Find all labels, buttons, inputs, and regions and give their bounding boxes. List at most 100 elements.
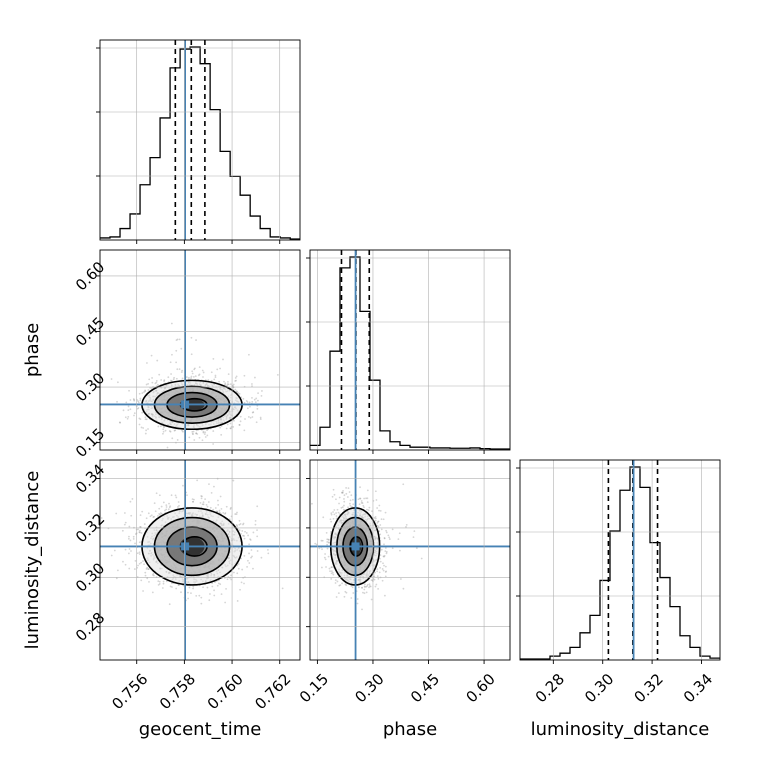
scatter-point (182, 430, 184, 433)
scatter-point (206, 434, 209, 437)
y-tick-label: 0.32 (72, 510, 108, 546)
scatter-point (159, 514, 161, 516)
scatter-point (343, 494, 346, 497)
scatter-point (144, 418, 147, 421)
scatter-point (338, 496, 341, 499)
scatter-point (186, 494, 188, 497)
scatter-point (220, 507, 223, 510)
scatter-point (256, 505, 259, 508)
scatter-point (343, 498, 345, 500)
scatter-point (380, 528, 383, 531)
scatter-point (219, 367, 221, 370)
scatter-point (238, 392, 241, 395)
scatter-point (160, 513, 163, 515)
x-tick-label: 0.30 (581, 670, 617, 706)
panel-geocent_time-phase (90, 250, 300, 450)
scatter-point (324, 553, 327, 555)
scatter-point (343, 500, 346, 503)
hist-frame-phase (309, 249, 511, 451)
scatter-point (192, 433, 194, 436)
scatter-point (330, 570, 333, 573)
scatter-point (361, 608, 363, 611)
scatter-point (239, 415, 242, 418)
scatter-point (255, 397, 258, 400)
scatter-point (159, 425, 162, 428)
scatter-point (385, 529, 387, 532)
scatter-point (402, 587, 405, 590)
scatter-point (207, 501, 210, 503)
scatter-point (243, 537, 246, 540)
scatter-point (257, 399, 259, 402)
scatter-point (366, 585, 368, 587)
scatter-point (368, 583, 371, 586)
scatter-point (251, 416, 254, 418)
scatter-point (246, 565, 248, 568)
scatter-point (225, 505, 228, 508)
scatter-point (143, 391, 145, 393)
scatter-point (156, 515, 159, 517)
scatter-point (218, 509, 221, 512)
scatter-point (138, 553, 141, 555)
scatter-point (250, 549, 253, 551)
scatter-point (251, 411, 254, 414)
scatter-point (175, 361, 178, 364)
scatter-point (129, 408, 132, 411)
panel-geocent_time-luminosity_distance (100, 460, 300, 660)
scatter-point (137, 528, 139, 531)
scatter-point (334, 579, 337, 582)
scatter-point (230, 574, 232, 577)
scatter-point (361, 586, 363, 589)
scatter-point (124, 548, 127, 551)
scatter-point (219, 583, 222, 586)
scatter-point (115, 577, 118, 580)
scatter-point (330, 578, 333, 580)
scatter-point (201, 495, 203, 498)
scatter-point (167, 376, 170, 379)
scatter-point (151, 591, 154, 594)
scatter-point (216, 510, 218, 513)
scatter-point (164, 509, 166, 512)
scatter-point (384, 571, 387, 573)
scatter-point (377, 577, 380, 580)
scatter-point (374, 519, 377, 522)
scatter-point (345, 492, 348, 495)
scatter-point (143, 523, 146, 525)
scatter-point (192, 500, 194, 503)
scatter-point (335, 515, 338, 517)
scatter-point (127, 537, 130, 540)
scatter-point (248, 543, 251, 546)
hist-panel-geocent_time (100, 40, 300, 240)
scatter-point (415, 547, 418, 549)
x-tick-label: 0.32 (630, 670, 666, 706)
scatter-point (148, 580, 150, 583)
scatter-point (236, 600, 239, 602)
scatter-point (335, 517, 338, 520)
scatter-point (321, 548, 323, 551)
scatter-point (119, 421, 121, 424)
scatter-point (217, 503, 220, 506)
scatter-point (377, 520, 379, 523)
scatter-point (151, 573, 154, 576)
scatter-point (144, 389, 146, 392)
scatter-point (171, 353, 173, 356)
scatter-point (155, 492, 158, 495)
scatter-point (162, 501, 165, 504)
scatter-point (140, 579, 143, 582)
y-tick-label: 0.34 (72, 461, 108, 497)
scatter-point (198, 436, 201, 439)
scatter-point (370, 579, 373, 582)
scatter-point (176, 338, 179, 341)
scatter-point (212, 508, 215, 511)
scatter-point (136, 407, 139, 410)
scatter-point (90, 410, 92, 412)
scatter-point (224, 601, 227, 604)
scatter-point (169, 430, 172, 433)
scatter-point (381, 568, 384, 570)
scatter-point (124, 563, 127, 566)
scatter-point (148, 378, 151, 381)
scatter-point (144, 416, 147, 419)
scatter-point (145, 517, 148, 520)
scatter-point (329, 518, 332, 521)
scatter-point (195, 339, 197, 341)
